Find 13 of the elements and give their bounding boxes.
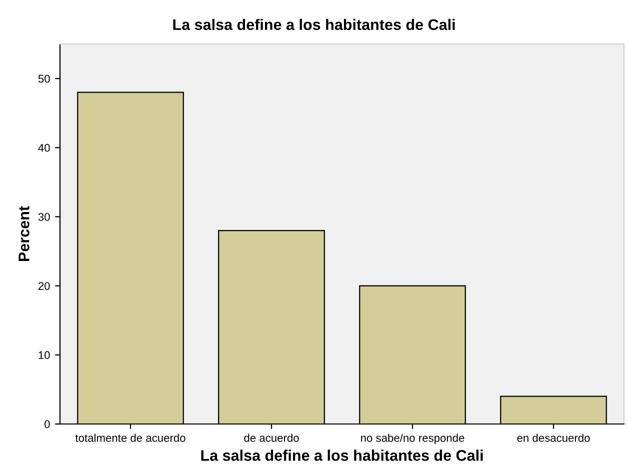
x-tick-label: no sabe/no responde [361,434,464,444]
x-tick-label: totalmente de acuerdo [75,434,186,442]
x-tick-label: de acuerdo [244,434,299,442]
x-tick-label: en desacuerdo [517,434,590,442]
y-axis-title: Percent [18,206,30,261]
y-tick-label: 50 [38,74,50,83]
y-tick-label: 10 [38,351,50,360]
y-tick-label: 30 [38,212,50,221]
y-tick-label: 0 [44,420,50,428]
chart-title: La salsa define a los habitantes de Cali [173,18,455,30]
y-tick-label: 20 [38,282,50,290]
x-axis-title: La salsa define a los habitantes de Cali [201,450,483,461]
y-tick-label: 40 [38,144,50,152]
